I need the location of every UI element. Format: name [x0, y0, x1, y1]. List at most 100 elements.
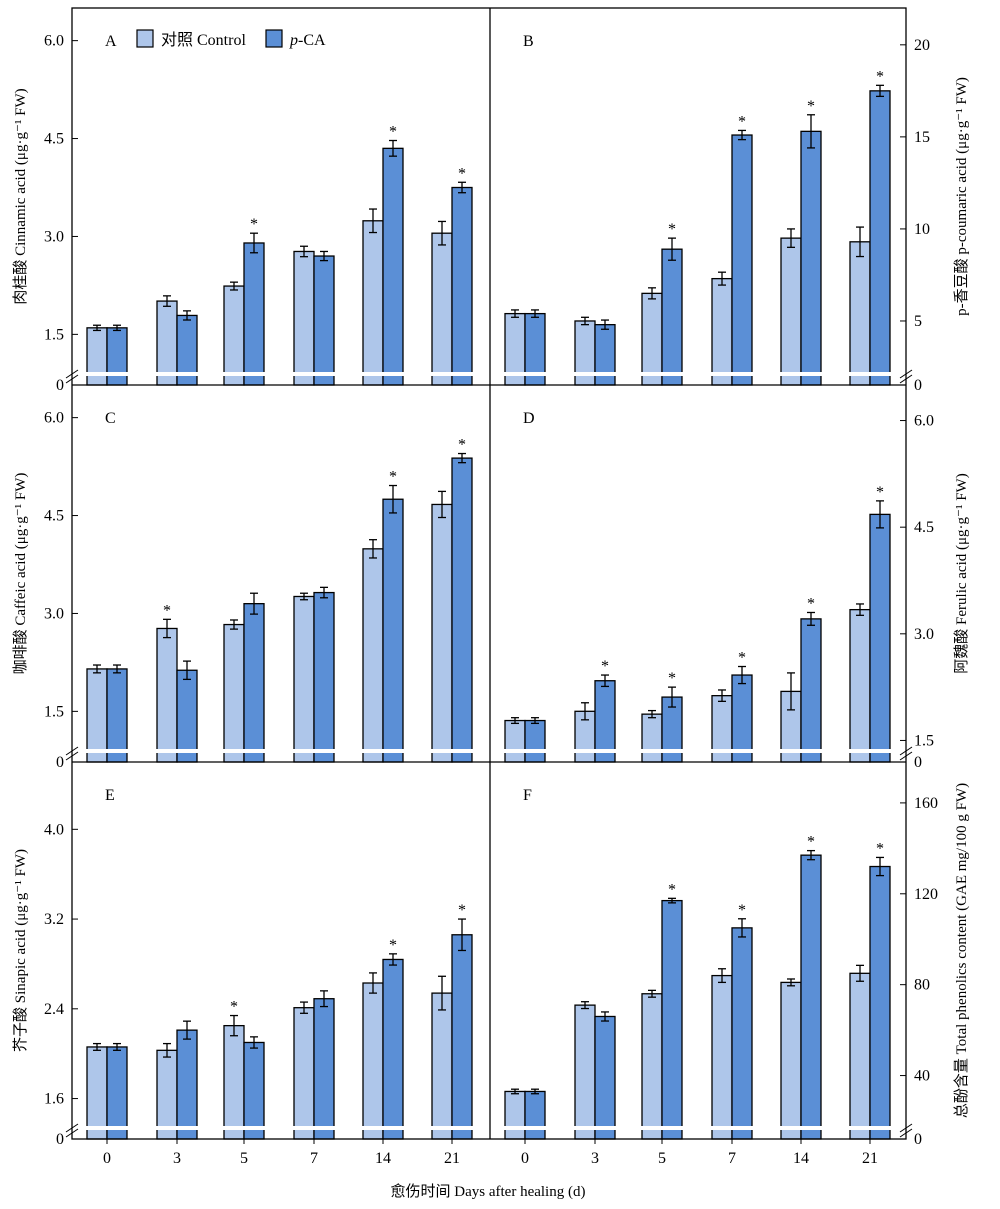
- panel-f-xtick-label: 14: [793, 1150, 809, 1167]
- panel-b-bar-control-5: [641, 292, 663, 386]
- panel-e-ytick-label: 3.2: [44, 911, 64, 928]
- panel-f-bar-control-21: [849, 972, 871, 1140]
- panel-a-significance-mark: *: [389, 124, 397, 141]
- panel-a-ytick-label: 6.0: [44, 33, 64, 50]
- panel-e-xtick-label: 5: [240, 1150, 248, 1167]
- panel-d-bar-treatment-7: [731, 674, 753, 763]
- panel-c-bar-treatment-0: [106, 668, 128, 763]
- panel-c-significance-mark: *: [389, 469, 397, 486]
- panel-d-bar-treatment-0: [524, 719, 546, 763]
- panel-f-bar-control-3: [574, 1004, 596, 1140]
- legend-label-control: 对照 Control: [161, 31, 246, 49]
- panel-f-xtick-label: 21: [862, 1150, 878, 1167]
- panel-e-ytick-label: 4.0: [44, 821, 64, 838]
- panel-f-bar-treatment-3: [594, 1015, 616, 1140]
- panel-f-significance-mark: *: [807, 834, 815, 851]
- panel-c-ytick-label-zero: 0: [56, 754, 64, 771]
- panel-e-bar-treatment-7: [313, 998, 335, 1140]
- panel-c-bar-control-7: [293, 595, 315, 763]
- panel-d-ytick-label: 1.5: [914, 732, 934, 749]
- panel-e-significance-mark: *: [389, 937, 397, 954]
- legend-swatch-control: [136, 29, 154, 48]
- panel-e-bar-control-7: [293, 1007, 315, 1140]
- panel-c-bar-control-21: [431, 503, 453, 763]
- panel-b-bar-control-21: [849, 241, 871, 386]
- panel-c-axis-break-band: [73, 749, 489, 753]
- panel-b-ytick-label-zero: 0: [914, 377, 922, 394]
- panel-c-bar-treatment-14: [382, 498, 404, 763]
- panel-b-bar-treatment-7: [731, 134, 753, 386]
- panel-d-axis-break-band: [491, 749, 905, 753]
- panel-d-ytick-label: 3.0: [914, 626, 934, 643]
- panel-d-bar-control-0: [504, 719, 526, 763]
- panel-b-bar-treatment-5: [661, 248, 683, 386]
- panel-c-bar-control-5: [223, 623, 245, 763]
- panel-a-bar-control-21: [431, 232, 453, 386]
- panel-d-significance-mark: *: [601, 658, 609, 675]
- panel-b-y-axis-title: p-香豆酸 p-coumaric acid (μg·g⁻¹ FW): [953, 77, 970, 316]
- panel-f-bar-treatment-21: [869, 865, 891, 1140]
- panel-e-bar-treatment-3: [176, 1029, 198, 1140]
- panel-c-ytick-label: 3.0: [44, 605, 64, 622]
- panel-d-bar-treatment-14: [800, 618, 822, 763]
- panel-f-significance-mark: *: [876, 840, 884, 857]
- panel-c-bar-treatment-21: [451, 457, 473, 763]
- panel-b-significance-mark: *: [807, 98, 815, 115]
- panel-e-label: E: [105, 787, 115, 804]
- panel-e-bar-treatment-14: [382, 958, 404, 1140]
- panel-c-ytick-label: 4.5: [44, 508, 64, 525]
- panel-c-significance-mark: *: [163, 602, 171, 619]
- panel-a-axis-break-band: [73, 372, 489, 376]
- panel-a-ytick-label: 3.0: [44, 228, 64, 245]
- panel-f-significance-mark: *: [668, 881, 676, 898]
- panel-e-xtick-label: 21: [444, 1150, 460, 1167]
- panel-d-significance-mark: *: [807, 595, 815, 612]
- legend-swatch-treatment: [265, 29, 283, 48]
- panel-f-bar-control-7: [711, 974, 733, 1140]
- panel-b-ytick-label: 15: [914, 129, 930, 146]
- panel-a-ytick-label-zero: 0: [56, 377, 64, 394]
- panel-b-significance-mark: *: [876, 68, 884, 85]
- panel-a-bar-control-5: [223, 285, 245, 386]
- panel-e-bar-treatment-0: [106, 1046, 128, 1140]
- panel-f-y-axis-title: 总酚含量 Total phenolics content (GAE mg/100…: [953, 783, 970, 1118]
- panel-f-bar-treatment-7: [731, 927, 753, 1140]
- panel-d-label: D: [523, 410, 535, 427]
- panel-e-xtick-label: 7: [310, 1150, 318, 1167]
- panel-b-ytick-label: 10: [914, 221, 930, 238]
- panel-d-bar-control-5: [641, 713, 663, 763]
- panel-c-bar-control-14: [362, 548, 384, 763]
- panel-a-bar-treatment-0: [106, 327, 128, 386]
- panel-f-significance-mark: *: [738, 902, 746, 919]
- panel-e-xtick-label: 0: [103, 1150, 111, 1167]
- panel-e-xtick-label: 14: [375, 1150, 391, 1167]
- panel-c-ytick-label: 1.5: [44, 703, 64, 720]
- panel-e-bar-control-14: [362, 982, 384, 1140]
- panel-f-bar-treatment-14: [800, 854, 822, 1140]
- panel-d-ytick-label: 6.0: [914, 413, 934, 430]
- panel-f-ytick-label: 80: [914, 977, 930, 994]
- panel-e-axis-break-band: [73, 1126, 489, 1130]
- panel-e-ytick-label: 2.4: [44, 1001, 64, 1018]
- panel-c-bar-treatment-5: [243, 603, 265, 763]
- panel-a-ytick-label: 1.5: [44, 326, 64, 343]
- panel-f-bar-control-14: [780, 981, 802, 1140]
- panel-f-xtick-label: 5: [658, 1150, 666, 1167]
- panel-c-bar-treatment-3: [176, 669, 198, 763]
- panel-a-bar-treatment-14: [382, 147, 404, 386]
- panel-a-bar-control-0: [86, 327, 108, 386]
- panel-a-bar-control-14: [362, 220, 384, 386]
- panel-e-xtick-label: 3: [173, 1150, 181, 1167]
- panel-b-bar-treatment-14: [800, 130, 822, 386]
- panel-f-xtick-label: 0: [521, 1150, 529, 1167]
- panel-c-label: C: [105, 410, 116, 427]
- panel-b-ytick-label: 5: [914, 313, 922, 330]
- panel-e-bar-treatment-5: [243, 1041, 265, 1140]
- panel-e-ytick-label-zero: 0: [56, 1131, 64, 1148]
- panel-e-significance-mark: *: [458, 902, 466, 919]
- panel-e-bar-control-0: [86, 1046, 108, 1140]
- panel-a-significance-mark: *: [458, 165, 466, 182]
- panel-f-bar-treatment-0: [524, 1090, 546, 1140]
- panel-b-significance-mark: *: [738, 113, 746, 130]
- legend: 对照 Control p-CA: [136, 29, 326, 49]
